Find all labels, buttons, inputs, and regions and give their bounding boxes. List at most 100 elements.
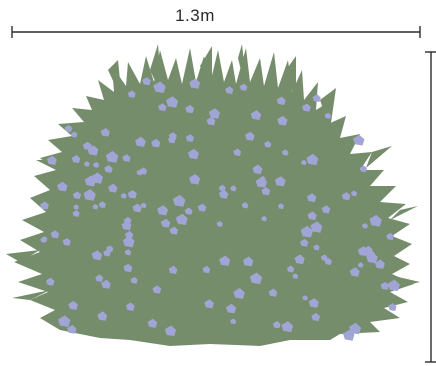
flower-blotch [46,155,57,166]
flower-blotch [185,134,194,142]
flower-blotch [147,318,158,328]
flower-blotch [124,230,134,239]
flower-blotch [185,104,195,114]
flower-blotch [233,288,245,299]
flower-blotch [281,149,289,156]
flower-blotch [341,192,351,201]
flower-blotch [351,190,358,197]
flower-blotch [302,295,308,301]
height-dimension-line [425,51,436,363]
flower-blotch [386,232,394,241]
flower-blotch [64,124,73,133]
flower-blotch [306,193,317,203]
flower-blotch [349,267,360,277]
flower-blotch [127,90,136,98]
flower-blotch [127,190,137,199]
flower-blotch [306,153,319,166]
flower-blotch [71,155,81,164]
flower-blotch [216,220,223,227]
flower-blotch [250,110,262,121]
flower-blotch [152,285,162,294]
flower-blotch [218,184,226,192]
flower-blotch [313,244,320,251]
flower-blotch [46,277,55,286]
flower-blotch [123,263,133,273]
flower-blotch [249,272,263,285]
flower-blotch [276,96,286,106]
flower-blotch [187,148,199,160]
flower-blotch [374,259,385,269]
flower-blotch [160,218,171,228]
width-dimension-line [11,26,421,38]
flower-blotch [92,204,99,210]
flower-blotch [169,226,179,235]
flower-blotch [197,203,207,212]
flower-blotch [72,210,80,217]
flower-blotch [321,205,331,214]
flower-blotch [41,235,48,242]
flower-blotch [380,281,389,290]
flower-blotch [300,238,309,247]
flower-blotch [132,203,142,213]
flower-blotch [189,174,201,185]
flower-blotch [98,201,106,209]
flower-blotch [97,311,108,321]
flower-blotch [62,238,71,246]
flower-blotch [204,299,214,309]
flower-blotch [225,86,234,94]
flower-blotch [157,205,168,216]
flower-blotch [366,252,378,264]
flower-blotch [124,249,132,256]
flower-blotch [277,203,285,209]
flower-blotch [153,81,166,94]
flower-blotch [206,116,216,126]
flower-blotch [130,276,138,284]
flower-blotch [219,255,231,266]
flower-blotch [83,161,90,167]
flower-blotch [230,318,237,325]
flower-blotch [268,288,278,297]
flower-blotch [302,103,311,112]
flower-blotch [166,98,174,105]
flower-blotch [92,161,100,168]
flower-blotch [175,213,188,225]
flower-blotch [122,154,131,162]
flower-blotch [139,167,148,175]
flower-blotch [274,176,286,187]
flower-blotch [73,204,79,210]
flower-blotch [310,221,323,233]
flower-clusters [40,77,400,341]
flower-blotch [272,320,281,329]
flower-blotch [189,78,201,89]
flower-blotch [168,136,176,144]
flower-blotch [353,134,365,146]
flower-blotch [135,136,146,147]
flower-blotch [277,115,288,126]
shrub-illustration [6,44,420,346]
flower-blotch [125,302,135,311]
flower-blotch [140,202,147,209]
flower-blotch [67,324,77,334]
flower-blotch [261,187,271,196]
flower-blotch [324,112,332,119]
width-dimension-label: 1.3m [175,6,215,25]
flower-blotch [83,189,96,201]
flower-blotch [259,175,266,182]
flower-blotch [281,321,294,333]
flower-blotch [120,192,127,199]
flower-blotch [168,265,178,275]
flower-blotch [164,325,177,337]
flower-blotch [104,164,113,173]
flower-blotch [208,108,220,119]
flower-blotch [294,254,305,265]
flower-blotch [242,256,254,267]
flower-blotch [202,265,211,274]
flower-blotch [58,315,71,328]
flower-blotch [101,279,111,289]
flower-blotch [308,298,319,308]
flower-blotch [68,300,78,311]
flower-blotch [300,225,313,238]
flower-blotch [388,303,397,312]
flower-blotch [57,181,68,192]
flower-blotch [349,322,362,335]
